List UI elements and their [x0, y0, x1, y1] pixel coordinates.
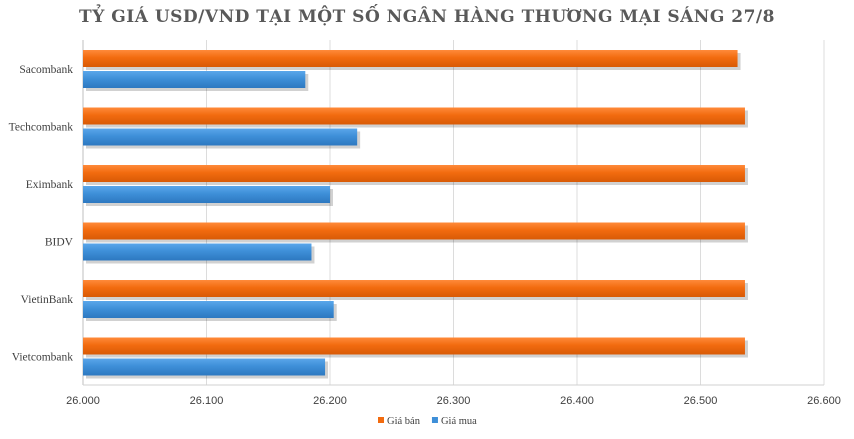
category-label: Eximbank	[26, 179, 74, 191]
x-tick-label: 26.300	[437, 395, 471, 407]
bar-gia-mua-vietinbank	[83, 301, 334, 318]
legend-label: Giá mua	[441, 416, 477, 427]
x-tick-label: 26.000	[66, 395, 100, 407]
bar-gia-ban-bidv	[83, 222, 745, 240]
category-labels: Sacombank Techcombank Eximbank BIDV VietinBa…	[9, 64, 74, 364]
x-tick-label: 26.500	[684, 395, 718, 407]
bar-gia-ban-techcombank	[83, 107, 745, 125]
bar-gia-mua-techcombank	[83, 128, 358, 146]
bars	[83, 50, 748, 379]
bar-gia-mua-bidv	[83, 243, 312, 261]
x-tick-labels: 26.000 26.100 26.200 26.300 26.400 26.500 26.6…	[66, 395, 841, 407]
x-tick-label: 26.200	[313, 395, 347, 407]
bar-gia-ban-vietcombank	[83, 337, 745, 355]
category-label: Techcombank	[9, 121, 74, 133]
bar-gia-ban-eximbank	[83, 165, 745, 182]
legend-label: Giá bán	[387, 416, 421, 427]
x-tick-label: 26.100	[190, 395, 224, 407]
category-label: Vietcombank	[12, 351, 74, 363]
x-tick-label: 26.600	[807, 395, 841, 407]
gridlines	[82, 40, 825, 386]
legend-swatch	[378, 417, 384, 423]
bar-gia-ban-vietinbank	[83, 280, 745, 297]
bar-gia-mua-eximbank	[83, 186, 330, 203]
bar-gia-mua-sacombank	[83, 71, 306, 88]
bar-gia-mua-vietcombank	[83, 358, 326, 376]
chart-title: TỶ GIÁ USD/VND TẠI MỘT SỐ NGÂN HÀNG THƯƠ…	[79, 3, 775, 27]
bar-gia-ban-sacombank	[83, 50, 738, 67]
category-label: BIDV	[45, 236, 74, 248]
x-tick-label: 26.400	[560, 395, 594, 407]
legend-swatch	[431, 417, 438, 423]
category-label: VietinBank	[21, 294, 74, 306]
legend: Giá bán Giá mua	[378, 416, 477, 427]
category-label: Sacombank	[19, 64, 73, 76]
